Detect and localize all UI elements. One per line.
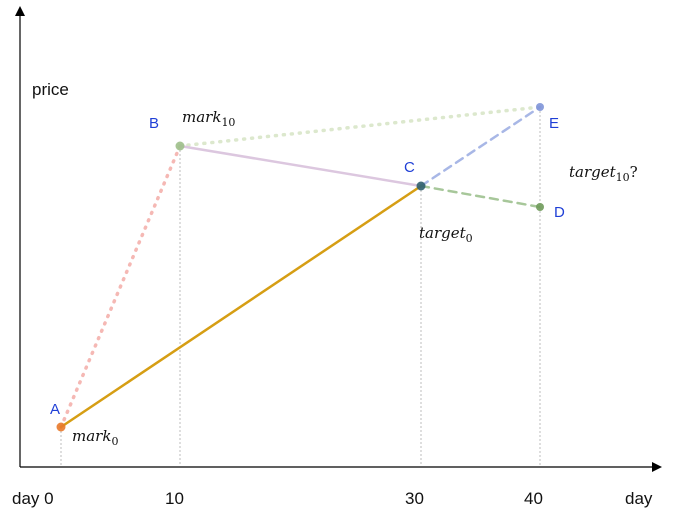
annotation-mark-0: mark0	[72, 427, 118, 448]
segment-b-c	[178, 144, 423, 188]
segment-c-e	[419, 105, 542, 188]
x-tick-label-30: 30	[405, 489, 424, 508]
point-b	[175, 141, 185, 151]
x-tick-label-10: 10	[165, 489, 184, 508]
point-d	[536, 203, 544, 211]
point-e	[536, 103, 544, 111]
annotation-target-0: target0	[419, 224, 473, 245]
point-a	[56, 422, 66, 432]
point-label-d: D	[554, 204, 565, 221]
x-axis-label: day	[625, 489, 653, 508]
point-label-b: B	[149, 115, 159, 132]
x-tick-label-0: day 0	[12, 489, 54, 508]
segment-a-c	[59, 184, 423, 429]
point-label-a: A	[50, 401, 60, 418]
annotation-mark-10: mark10	[182, 108, 235, 129]
annotation-target-10: target10?	[569, 163, 638, 184]
point-c	[416, 181, 426, 191]
segment-c-d	[419, 184, 542, 209]
segment-a-b	[59, 144, 182, 429]
point-label-e: E	[549, 115, 559, 132]
point-label-c: C	[404, 159, 415, 176]
x-tick-label-40: 40	[524, 489, 543, 508]
y-axis-label: price	[32, 80, 69, 99]
